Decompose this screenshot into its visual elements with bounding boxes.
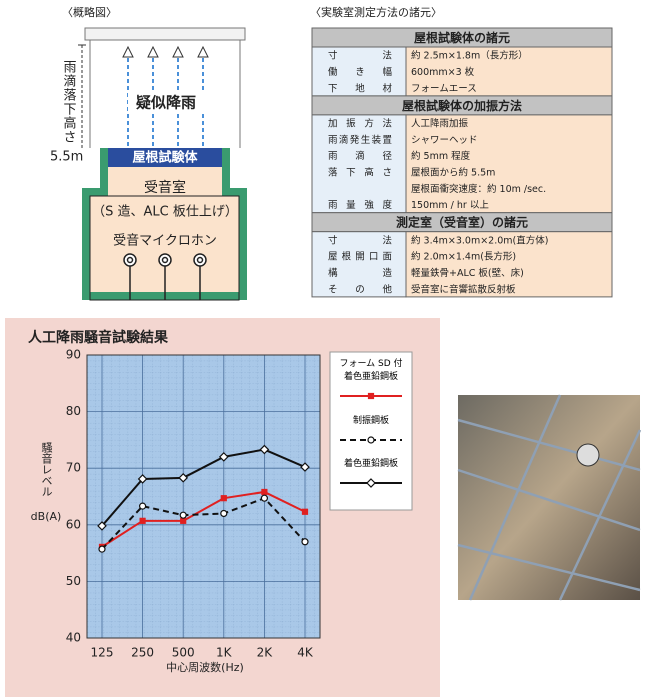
height-label: 雨滴落下高さ xyxy=(61,60,77,144)
legend-marker xyxy=(367,436,375,444)
marker xyxy=(260,494,268,502)
legend-entry-box: 制振鋼板 xyxy=(352,416,389,426)
row-value: 150mm / hr 以上 xyxy=(411,200,489,211)
y-axis-unit: dB(A) xyxy=(31,510,62,523)
microphones xyxy=(123,253,207,300)
marker xyxy=(139,502,147,510)
y-axis-label: 騒音レベル xyxy=(40,442,53,497)
row-value: 軽量鉄骨+ALC 板(壁、床) xyxy=(411,267,524,279)
series-line xyxy=(101,448,306,527)
legend-label: 制振鋼板 xyxy=(352,416,389,426)
section-title: 測定室（受音室）の諸元 xyxy=(396,215,528,230)
row-value: 約 5mm 程度 xyxy=(411,150,471,162)
series-line xyxy=(101,490,306,548)
roof-label: 屋根試験体 xyxy=(132,150,198,166)
ceiling xyxy=(84,27,246,41)
marker xyxy=(259,444,270,455)
x-tick-label: 1K xyxy=(216,646,233,660)
y-tick-label: 90 xyxy=(66,348,81,362)
key-column xyxy=(311,114,407,214)
marker xyxy=(178,472,189,483)
marker xyxy=(301,508,309,515)
row-value: 屋根面衝突速度：約 10m /sec. xyxy=(411,183,546,195)
marker xyxy=(300,462,310,472)
marker xyxy=(179,511,187,519)
y-tick-label: 40 xyxy=(66,631,81,645)
y-tick-label: 60 xyxy=(66,517,81,531)
room-label: 受音室 xyxy=(144,179,186,196)
rain-label-bg xyxy=(128,93,204,113)
row-value: 約 3.4m×3.0m×2.0m(直方体) xyxy=(411,234,548,246)
section-title: 屋根試験体の加振方法 xyxy=(402,98,522,113)
row-value: フォームエース xyxy=(411,83,477,94)
roof-specimen xyxy=(108,148,222,167)
x-tick-label: 250 xyxy=(131,646,154,660)
marker xyxy=(261,488,268,496)
x-tick-label: 500 xyxy=(172,646,195,660)
legend-entry-box: フォーム SD 付 着色亜鉛鋼板 xyxy=(339,359,403,382)
x-axis-label: 中心周波数(Hz) xyxy=(166,661,244,674)
row-value: 屋根面から約 5.5m xyxy=(411,166,495,178)
plot xyxy=(87,354,320,639)
legend-label: 着色亜鉛鋼板 xyxy=(343,459,398,469)
row-key: 雨滴発生装置 xyxy=(328,134,392,146)
height-value: 5.5m xyxy=(50,150,83,165)
row-value: 人工降雨加振 xyxy=(411,118,469,130)
diagram-caption: 〈概略図〉 xyxy=(62,5,117,19)
value-column xyxy=(405,46,613,97)
marker xyxy=(180,517,187,524)
value-column xyxy=(405,114,613,214)
plot-frame xyxy=(86,354,321,639)
shower-heads xyxy=(122,45,209,58)
chart-title: 人工降雨騒音試験結果 xyxy=(28,329,169,346)
legend-label: フォーム SD 付 着色亜鉛鋼板 xyxy=(339,359,403,382)
mic-label: 受音マイクロホン xyxy=(113,233,217,249)
key-column xyxy=(311,46,407,97)
legend-marker xyxy=(367,392,375,400)
marker xyxy=(220,495,227,502)
x-tick-label: 4K xyxy=(297,646,314,660)
row-value: 約 2.5m×1.8m（長方形） xyxy=(411,50,528,62)
minor-grid xyxy=(87,355,320,638)
row-value: 約 2.0m×1.4m(長方形) xyxy=(411,251,516,263)
legend-entry-box: 着色亜鉛鋼板 xyxy=(343,459,398,469)
marker xyxy=(137,474,148,484)
room-note: （S 造、ALC 板仕上げ） xyxy=(92,205,238,220)
marker xyxy=(139,517,146,524)
y-tick-label: 50 xyxy=(66,574,81,588)
row-key: 屋根開口面 xyxy=(328,251,392,263)
x-tick-label: 2K xyxy=(257,646,274,660)
y-tick-label: 80 xyxy=(66,404,81,418)
marker xyxy=(220,509,228,518)
series-line xyxy=(101,497,306,550)
marker xyxy=(97,521,107,531)
marker xyxy=(301,538,309,546)
x-tick-label: 125 xyxy=(91,646,114,660)
value-column xyxy=(405,231,613,298)
marker xyxy=(98,545,106,553)
row-value: 600mm×3 枚 xyxy=(411,66,475,78)
row-value: シャワーヘッド xyxy=(411,135,478,146)
y-tick-label: 70 xyxy=(66,461,81,475)
legend-marker xyxy=(366,478,376,488)
photo xyxy=(457,394,642,601)
section-title: 屋根試験体の諸元 xyxy=(414,30,510,45)
rain-label: 疑似降雨 xyxy=(136,94,196,112)
table-caption: 〈実験室測定方法の諸元〉 xyxy=(310,5,442,19)
spec-table: 屋根試験体の諸元寸法約 2.5m×1.8m（長方形）働き幅 600mm×3 枚下地… xyxy=(311,27,613,298)
row-value: 受音室に音響拡散反射板 xyxy=(411,283,516,295)
marker xyxy=(218,452,229,462)
